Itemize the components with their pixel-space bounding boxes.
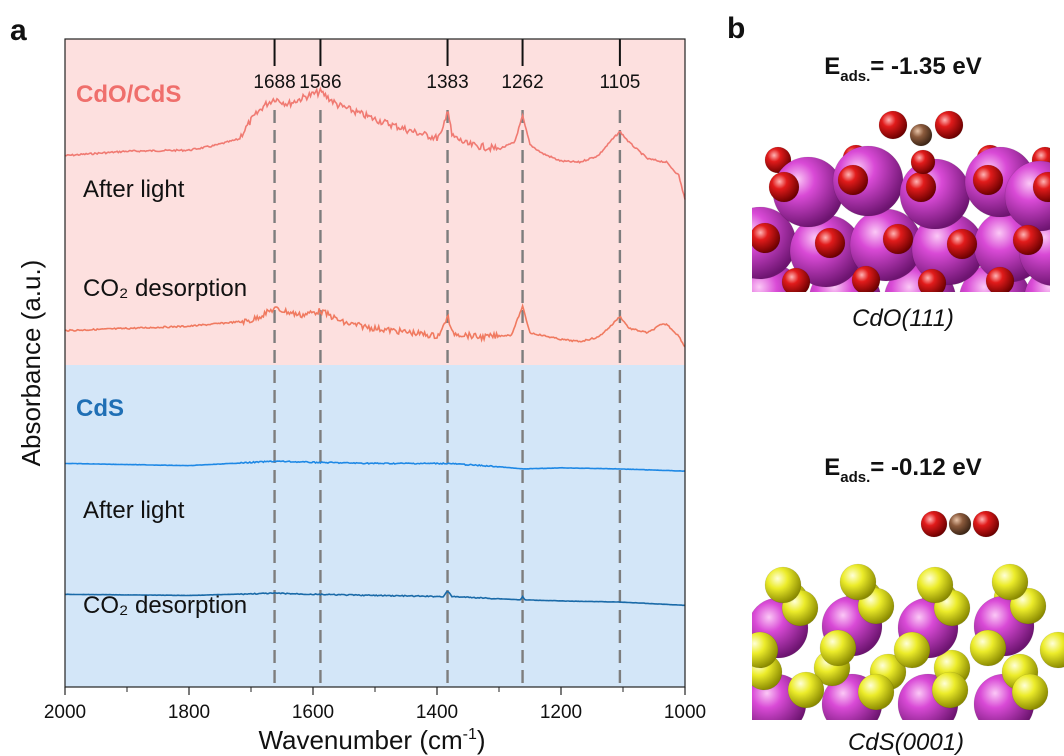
- cdo-111-model: [752, 144, 1050, 292]
- energy-prefix: E: [824, 53, 840, 80]
- x-axis-title-sup: -1: [463, 726, 477, 743]
- s-atom: [1039, 631, 1064, 669]
- adsorption-models: b Eads.= -1.35 eV CdO(111) Eads.= -0.12 …: [727, 12, 1064, 756]
- o-atom: [1012, 224, 1044, 256]
- x-tick-label: 1200: [540, 702, 582, 723]
- o-atom: [910, 149, 936, 175]
- peak-label: 1383: [426, 72, 468, 93]
- s-atom: [819, 629, 857, 667]
- o-atom: [752, 222, 781, 254]
- s-atom: [752, 631, 779, 669]
- s-atom: [991, 563, 1029, 601]
- s-atom: [787, 671, 825, 709]
- surface-name-cdo: CdO(111): [852, 305, 954, 332]
- peak-label: 1586: [299, 72, 341, 93]
- s-atom: [764, 566, 802, 604]
- x-tick-label: 1600: [292, 702, 334, 723]
- o-atom: [882, 223, 914, 255]
- y-axis-title: Absorbance (a.u.): [16, 260, 46, 467]
- co2-molecule-bent: [878, 110, 964, 175]
- peak-label: 1262: [501, 72, 543, 93]
- series-label-cds-co2-desorption: CO₂ desorption: [83, 592, 247, 619]
- group-label-cdo-cds: CdO/CdS: [76, 81, 181, 108]
- o-atom: [920, 510, 948, 538]
- c-atom: [909, 123, 933, 147]
- spectrum-line: [65, 460, 686, 473]
- x-tick-label: 2000: [44, 702, 86, 723]
- adsorption-energy-cds: Eads.= -0.12 eV: [824, 454, 981, 486]
- spectrum-line: [64, 302, 686, 348]
- o-atom: [768, 171, 800, 203]
- o-atom: [934, 110, 964, 140]
- surface-name-cds: CdS(0001): [848, 729, 964, 756]
- o-atom: [837, 164, 869, 196]
- energy-subscript: ads.: [840, 469, 870, 486]
- x-tick-label: 1800: [168, 702, 210, 723]
- c-atom: [948, 512, 972, 536]
- o-atom: [972, 510, 1000, 538]
- o-atom: [985, 266, 1015, 292]
- s-atom: [857, 673, 895, 711]
- cds-background: [65, 365, 685, 687]
- series-label-cds-after-light: After light: [83, 497, 185, 524]
- energy-prefix: E: [824, 454, 840, 481]
- o-atom: [878, 110, 908, 140]
- cdo-cds-background: [65, 39, 685, 365]
- energy-subscript: ads.: [840, 68, 870, 85]
- spectra: [64, 86, 686, 607]
- spectrum-line: [64, 590, 685, 607]
- co2-molecule-linear: [920, 510, 1000, 538]
- adsorption-energy-cdo: Eads.= -1.35 eV: [824, 53, 981, 85]
- panel-label-a: a: [10, 14, 27, 47]
- o-atom: [1032, 171, 1050, 203]
- o-atom: [814, 227, 846, 259]
- peak-markers: 1688 1586 1383 1262 1105: [253, 39, 640, 687]
- energy-value: = -1.35 eV: [870, 53, 981, 80]
- s-atom: [839, 563, 877, 601]
- group-label-cds: CdS: [76, 395, 124, 422]
- ftir-chart: 1688 1586 1383 1262 1105 2000 1800 1600 1400 120…: [10, 14, 706, 755]
- peak-label: 1105: [599, 72, 640, 93]
- o-atom: [905, 171, 937, 203]
- s-atom: [969, 629, 1007, 667]
- x-tick-label: 1400: [416, 702, 458, 723]
- o-atom: [946, 228, 978, 260]
- energy-value: = -0.12 eV: [870, 454, 981, 481]
- series-label-cdo-cds-after-light: After light: [83, 176, 185, 203]
- x-axis: 2000 1800 1600 1400 1200 1000: [44, 687, 706, 723]
- s-atom: [893, 631, 931, 669]
- x-axis-title-end: ): [477, 725, 486, 755]
- cds-0001-model: [752, 563, 1064, 720]
- o-atom: [917, 268, 947, 292]
- s-atom: [931, 671, 969, 709]
- x-axis-title: Wavenumber (cm-1): [258, 725, 485, 755]
- o-atom: [972, 164, 1004, 196]
- peak-label: 1688: [253, 72, 295, 93]
- o-atom: [781, 267, 811, 292]
- o-atom: [851, 265, 881, 292]
- s-atom: [1011, 673, 1049, 711]
- x-axis-title-main: Wavenumber (cm: [258, 725, 462, 755]
- panel-label-b: b: [727, 12, 745, 45]
- series-label-cdo-cds-co2-desorption: CO₂ desorption: [83, 275, 247, 302]
- x-tick-label: 1000: [664, 702, 706, 723]
- spectrum-line: [64, 86, 686, 200]
- s-atom: [916, 566, 954, 604]
